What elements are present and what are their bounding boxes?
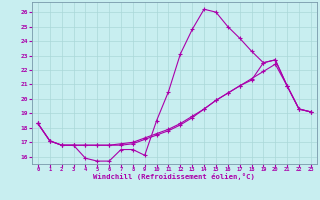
X-axis label: Windchill (Refroidissement éolien,°C): Windchill (Refroidissement éolien,°C) <box>93 173 255 180</box>
